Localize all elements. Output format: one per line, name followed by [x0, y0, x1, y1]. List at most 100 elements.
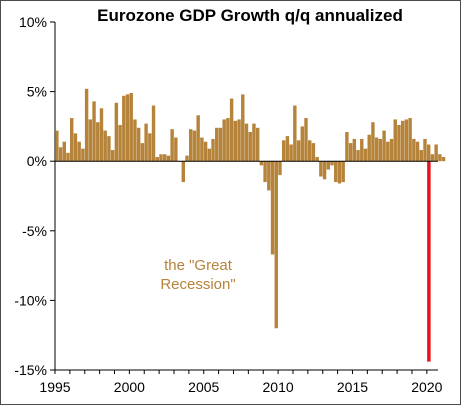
gdp-bar [367, 134, 371, 162]
gdp-bar [393, 119, 397, 162]
gdp-bar [192, 130, 197, 162]
gdp-bar [419, 150, 423, 162]
gdp-bar [151, 105, 156, 162]
gdp-bar [252, 123, 256, 162]
y-axis: 10% 5% 0% -5% -10% -15% [14, 14, 56, 378]
gdp-bar [125, 94, 130, 162]
gdp-bar [352, 138, 357, 162]
gdp-bar [289, 144, 293, 162]
gdp-bar [155, 157, 159, 162]
gdp-bar [189, 129, 193, 162]
gdp-bar [311, 143, 316, 162]
gdp-bar [58, 147, 63, 162]
gdp-bar [319, 161, 323, 177]
y-tick-label: 10% [19, 14, 47, 30]
gdp-bar [226, 118, 230, 162]
gdp-bar [148, 133, 152, 162]
gdp-bar [77, 141, 81, 162]
annotation-line-1: the "Great [164, 257, 233, 274]
gdp-bar [196, 115, 200, 162]
gdp-bar [308, 140, 312, 162]
gdp-bar [233, 120, 238, 162]
gdp-bar [326, 161, 331, 170]
gdp-bar [378, 138, 383, 162]
gdp-bar [129, 92, 133, 162]
gdp-bar [397, 125, 401, 162]
y-tick-label: -5% [22, 223, 47, 239]
gdp-bar [166, 155, 171, 162]
gdp-bar [371, 122, 375, 162]
gdp-bar [114, 102, 119, 162]
gdp-bar [66, 152, 70, 162]
gdp-bar [334, 161, 338, 183]
gdp-bar [296, 140, 301, 162]
gdp-bar [207, 148, 212, 162]
gdp-bar [133, 119, 137, 162]
gdp-bar [99, 108, 104, 162]
gdp-bar [341, 161, 345, 183]
x-tick-label: 2020 [411, 379, 442, 395]
gdp-bar [415, 141, 420, 162]
gdp-bar [363, 148, 368, 162]
gdp-bar [386, 141, 390, 162]
gdp-bar [73, 133, 78, 162]
gdp-bar [88, 119, 93, 162]
gdp-bar [237, 119, 241, 162]
gdp-bar [285, 136, 290, 162]
annotation-line-2: Recession" [160, 276, 235, 293]
gdp-bar [170, 129, 174, 162]
gdp-bar [389, 138, 394, 162]
gdp-bar [140, 143, 145, 162]
gdp-bar [423, 138, 427, 162]
gdp-bar [360, 138, 364, 162]
gdp-bar [337, 161, 342, 184]
gdp-bar [110, 150, 115, 162]
gdp-bar [215, 127, 219, 162]
gdp-bar [136, 127, 141, 162]
gdp-bar [70, 118, 74, 162]
y-tick-label: -15% [14, 362, 47, 378]
gdp-bar [159, 154, 163, 162]
x-tick-label: 1995 [39, 379, 70, 395]
gdp-bar [259, 161, 264, 166]
gdp-bar [274, 161, 278, 329]
x-tick-label: 2005 [188, 379, 219, 395]
gdp-bar [374, 137, 379, 162]
gdp-bar [255, 127, 260, 162]
gdp-bar [92, 101, 96, 162]
gdp-bar [200, 137, 204, 162]
gdp-bar [426, 144, 431, 162]
gdp-bar [356, 150, 360, 162]
gdp-bar [293, 105, 297, 162]
gdp-bar [174, 137, 178, 162]
gdp-bar [300, 126, 304, 162]
gdp-bar [122, 95, 126, 162]
gdp-bar [304, 118, 308, 162]
gdp-bar [412, 138, 416, 162]
gdp-bar [84, 88, 89, 162]
gdp-bar [315, 157, 319, 162]
x-tick-label: 2015 [337, 379, 368, 395]
gdp-bar [267, 161, 271, 191]
chart-title: Eurozone GDP Growth q/q annualized [97, 6, 403, 25]
gdp-bar [203, 141, 208, 162]
bars [55, 88, 446, 362]
gdp-bar [434, 144, 438, 162]
x-tick-label: 2000 [114, 379, 145, 395]
gdp-bar [322, 161, 327, 180]
gdp-bar [218, 127, 223, 162]
x-tick-label: 2010 [263, 379, 294, 395]
gdp-bar [382, 130, 386, 162]
gdp-bar [185, 155, 189, 162]
gdp-bar [441, 157, 446, 162]
gdp-bar [263, 161, 267, 183]
gdp-bar [103, 130, 107, 162]
gdp-bar [107, 136, 111, 162]
gdp-bar [241, 94, 245, 162]
gdp-bar [55, 130, 59, 162]
gdp-bar [222, 119, 226, 162]
x-axis: 1995 2000 2005 2010 2015 2020 [39, 160, 443, 395]
gdp-bar [438, 154, 442, 162]
